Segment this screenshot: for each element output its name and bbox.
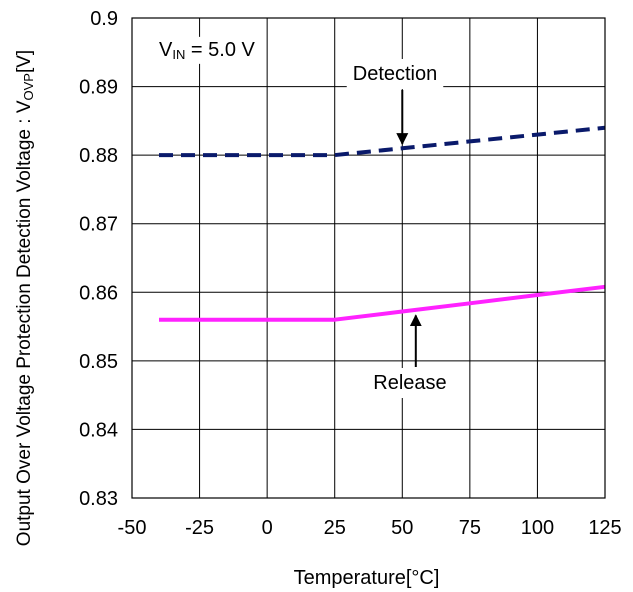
annotations: Detection Release [346, 59, 453, 398]
x-tick-label: 100 [521, 517, 554, 539]
grid [131, 17, 606, 499]
x-tick-label: 0 [262, 517, 273, 539]
y-tick-label: 0.85 [79, 351, 118, 373]
y-axis-title-subscript: OVP [21, 73, 36, 100]
y-axis-title-unit: [V] [14, 50, 35, 73]
x-axis-title: Temperature[°C] [294, 567, 440, 589]
x-tick-label: 50 [391, 517, 413, 539]
annotation-detection: Detection [353, 63, 438, 85]
y-tick-label: 0.86 [79, 282, 118, 304]
annotation-release: Release [373, 372, 446, 394]
plot-frame [131, 17, 606, 499]
condition-subscript: IN [172, 47, 185, 62]
y-axis-title: Output Over Voltage Protection Detection… [14, 50, 36, 546]
y-tick-label: 0.83 [79, 488, 118, 510]
series-line-detection [159, 125, 606, 158]
y-tick-label: 0.89 [79, 77, 118, 99]
y-axis-title-main: Output Over Voltage Protection Detection… [14, 100, 35, 546]
series-line-release [159, 284, 606, 322]
x-tick-label: 75 [459, 517, 481, 539]
x-axis-ticks: -50 -25 0 25 50 75 100 125 [118, 517, 622, 539]
condition-label: VIN = 5.0 V [155, 36, 260, 64]
y-tick-label: 0.87 [79, 214, 118, 236]
x-tick-label: -25 [185, 517, 214, 539]
x-tick-label: 25 [324, 517, 346, 539]
y-tick-label: 0.84 [79, 419, 118, 441]
condition-suffix: = 5.0 V [185, 39, 255, 61]
x-tick-label: 125 [588, 517, 621, 539]
condition-text: VIN = 5.0 V [159, 39, 255, 62]
annotation-background [367, 368, 453, 398]
y-tick-label: 0.88 [79, 145, 118, 167]
annotation-background [346, 59, 444, 89]
y-tick-label: 0.9 [90, 8, 118, 30]
series-layer [159, 125, 606, 322]
y-axis-ticks: 0.83 0.84 0.85 0.86 0.87 0.88 0.89 0.9 [79, 8, 118, 510]
x-tick-label: -50 [118, 517, 147, 539]
condition-prefix: V [159, 39, 173, 61]
